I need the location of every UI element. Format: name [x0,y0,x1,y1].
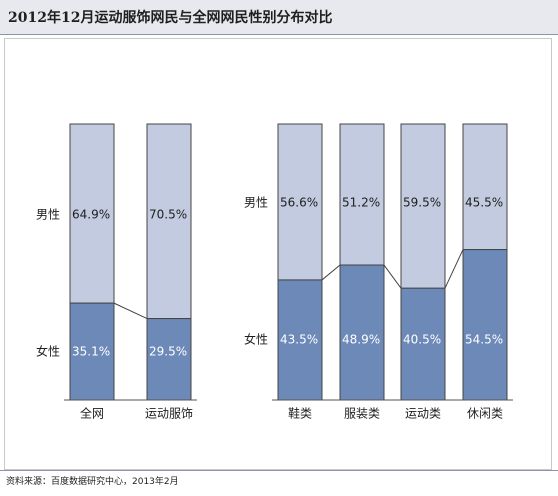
series-label-male-0: 男性 [36,208,60,222]
bar-female-0-1 [146,318,192,401]
value-label-female-1-1: 48.9% [342,333,380,347]
series-label-male-1: 男性 [244,196,268,210]
chart-title: 2012年12月运动服饰网民与全网网民性别分布对比 [8,10,333,26]
title-bar: 2012年12月运动服饰网民与全网网民性别分布对比 [0,0,558,35]
category-label-0-0: 全网 [80,406,104,421]
source-note: 资料来源：百度数据研究中心，2013年2月 [6,477,179,487]
chart-border [4,38,552,470]
connector-line-1-1 [383,264,402,289]
category-label-1-0: 鞋类 [288,406,312,421]
category-label-0-1: 运动服饰 [145,407,193,421]
bar-female-0-0 [69,302,115,401]
series-label-female-0: 女性 [36,344,60,359]
value-label-male-0-0: 64.9% [72,208,110,222]
connector-line-0-0 [113,302,148,320]
value-label-male-1-1: 51.2% [342,196,380,210]
bar-male-0-0 [69,123,115,304]
connector-line-1-2 [444,249,464,289]
value-label-male-1-3: 45.5% [465,196,503,210]
category-label-1-1: 服装类 [344,407,380,421]
series-label-female-1: 女性 [244,332,268,347]
connector-line-1-0 [321,264,341,281]
bar-female-1-2 [400,287,446,401]
value-label-female-0-0: 35.1% [72,345,110,359]
footer-rule [0,470,558,471]
value-label-female-1-0: 43.5% [280,333,318,347]
value-label-female-0-1: 29.5% [149,345,187,359]
bar-male-1-3 [462,123,508,251]
value-label-female-1-3: 54.5% [465,333,503,347]
bar-male-0-1 [146,123,192,320]
bar-male-1-1 [339,123,385,266]
category-label-1-2: 运动类 [405,407,441,421]
category-label-1-3: 休闲类 [467,407,503,421]
value-label-male-0-1: 70.5% [149,208,187,222]
bar-female-1-3 [462,249,508,401]
value-label-male-1-2: 59.5% [403,196,441,210]
value-label-female-1-2: 40.5% [403,333,441,347]
bar-male-1-2 [400,123,446,289]
bar-female-1-1 [339,264,385,401]
value-label-male-1-0: 56.6% [280,196,318,210]
